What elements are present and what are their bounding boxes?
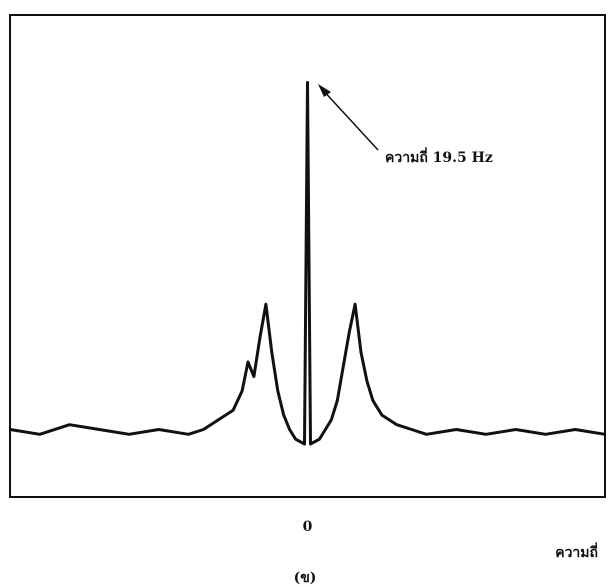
- annotation: ความถี่ 19.5 Hz: [385, 147, 493, 166]
- annotation-arrow: [321, 88, 378, 150]
- caption: (ข): [294, 570, 317, 586]
- x-tick-label: 0: [303, 519, 313, 535]
- arrow-head: [318, 84, 331, 97]
- x-axis-label: ความถี่: [555, 542, 598, 561]
- spectrum-line: [10, 83, 605, 445]
- chart: ความถี่ 19.5 Hz ความถี่ (ข) 0: [0, 0, 609, 587]
